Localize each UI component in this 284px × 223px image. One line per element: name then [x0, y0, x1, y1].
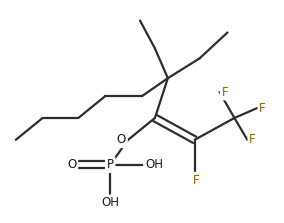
- Text: F: F: [193, 174, 200, 187]
- Text: F: F: [259, 101, 266, 115]
- Text: OH: OH: [145, 158, 163, 171]
- Text: P: P: [107, 158, 114, 171]
- Text: O: O: [67, 158, 76, 171]
- Text: OH: OH: [101, 196, 119, 209]
- Text: F: F: [222, 86, 228, 99]
- Text: F: F: [249, 133, 256, 146]
- Text: O: O: [117, 133, 126, 146]
